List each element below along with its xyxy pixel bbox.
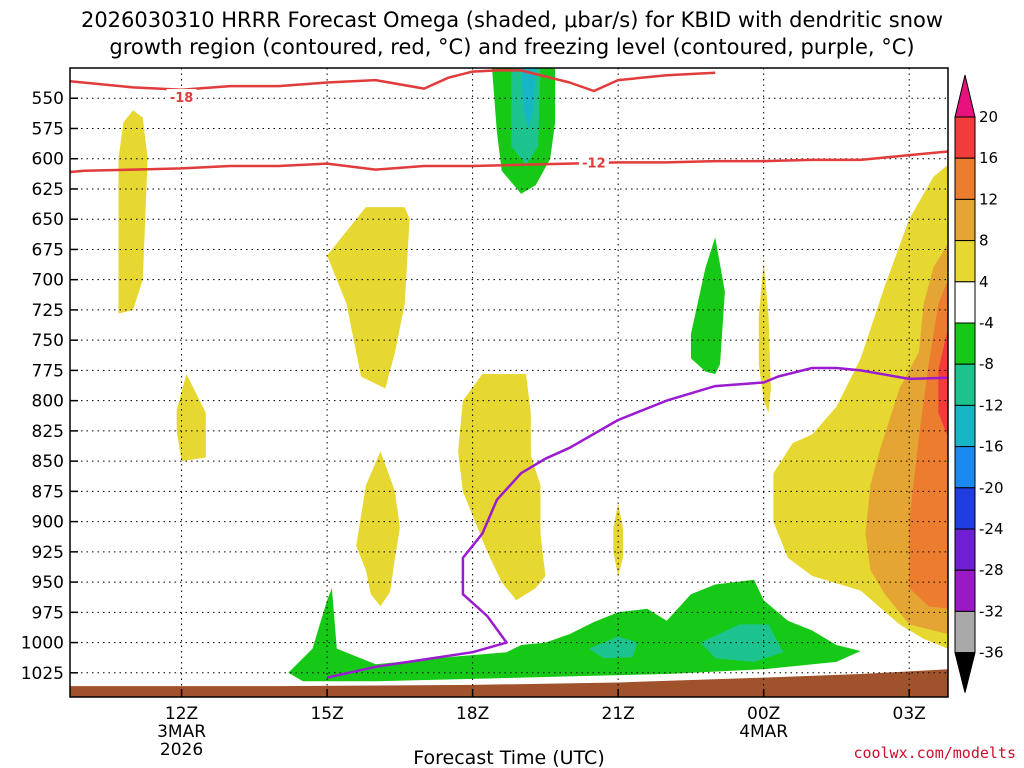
contour-label-bg [166,89,197,105]
colorbar-label-4: 4 [979,273,989,291]
y-tick-label-625: 625 [32,180,64,200]
omega-plus16-red-right [938,328,948,437]
x-tick-date-12Z: 3MAR [157,722,206,742]
y-tick-label-900: 900 [32,513,64,533]
omega-plus4-yellow-12z-low [176,374,206,462]
y-tick-label-725: 725 [32,301,64,321]
colorbar-label--36: -36 [979,644,1004,662]
chart-title-line1: 2026030310 HRRR Forecast Omega (shaded, … [81,8,943,32]
x-tick-date-00Z: 4MAR [739,722,788,742]
y-tick-label-550: 550 [32,89,64,109]
colorbar-label-20: 20 [979,108,998,126]
y-tick-label-825: 825 [32,422,64,442]
y-tick-label-650: 650 [32,210,64,230]
y-tick-label-675: 675 [32,240,64,260]
contour-label-minus18: -18 [170,91,194,106]
colorbar-label--12: -12 [979,396,1004,414]
colorbar-segment-10 [954,528,976,571]
y-tick-label-800: 800 [32,392,64,412]
colorbar-segment-4 [954,281,976,324]
colorbar-segment-0 [954,116,976,159]
colorbar-segment-2 [954,198,976,242]
y-tick-label-1000: 1000 [21,634,64,654]
plot-frame [69,67,949,698]
x-axis-label: Forecast Time (UTC) [413,747,604,768]
x-tick-label-21Z: 21Z [602,704,635,724]
colorbar-label--20: -20 [979,479,1004,497]
omega-plus4-tall-yellow [118,110,148,314]
omega-minus8-teal-21z [589,636,638,659]
omega-minus12-cyan-upper [521,68,536,129]
x-tick-label-12Z: 12Z [165,704,198,724]
contour-label-bg [578,154,609,171]
omega-plus4-yellow-00z-thin [758,261,771,413]
colorbar-label--24: -24 [979,520,1004,538]
colorbar-label--32: -32 [979,602,1004,620]
colorbar-label--28: -28 [979,561,1004,579]
colorbar-segment-11 [954,569,976,612]
colorbar-top-arrow [954,74,976,118]
terrain-layer [70,669,948,697]
colorbar-segment-3 [954,240,976,283]
y-tick-label-1025: 1025 [21,664,64,684]
omega-plus4-yellow-18z [458,374,546,601]
colorbar-label--4: -4 [979,314,994,332]
x-tick-label-00Z: 00Z [747,704,780,724]
colorbar-segment-5 [954,322,976,365]
colorbar-segment-6 [954,363,976,406]
credit-text: coolwx.com/modelts [853,744,1016,762]
omega-minus4-green-23z [690,237,725,374]
y-tick-label-575: 575 [32,119,64,139]
y-tick-label-875: 875 [32,482,64,502]
y-tick-label-600: 600 [32,150,64,170]
x-tick-label-15Z: 15Z [310,704,343,724]
colorbar-label-12: 12 [979,190,998,208]
chart-title-line2: growth region (contoured, red, °C) and f… [109,35,914,59]
omega-shading [118,68,948,682]
contour-label-minus12: -12 [582,156,606,171]
colorbar-bottom-arrow [954,652,976,693]
y-tick-label-950: 950 [32,573,64,593]
omega-plus4-yellow-15z-upper [327,207,410,389]
contour-lines [70,69,948,679]
y-tick-label-850: 850 [32,452,64,472]
colorbar-segment-1 [954,157,976,200]
colorbar: 20 16 12 8 4 -4 -8 -12 -16 -20 -24 -28 -32 -36 [954,74,1004,693]
y-tick-label-775: 775 [32,361,64,381]
y-axis: 550 575 600 625 650 675 700 725 750 775 800 825 850 8… [21,89,78,684]
y-tick-label-700: 700 [32,271,64,291]
terrain-fill [70,669,948,697]
y-tick-label-925: 925 [32,543,64,563]
colorbar-segment-12 [954,610,976,654]
colorbar-label--8: -8 [979,355,994,373]
freezing-level-contour [326,366,948,679]
omega-plus12-orange-right [909,279,948,609]
minus18-contour [70,69,716,93]
x-tick-year-12Z: 2026 [160,740,203,760]
colorbar-label-16: 16 [979,149,998,167]
colorbar-label--16: -16 [979,438,1004,456]
y-tick-label-750: 750 [32,331,64,351]
colorbar-segment-9 [954,487,976,530]
x-tick-label-18Z: 18Z [456,704,489,724]
y-tick-label-975: 975 [32,603,64,623]
x-tick-label-03Z: 03Z [893,704,926,724]
minus12-contour [70,150,948,174]
colorbar-segment-7 [954,404,976,448]
colorbar-segment-8 [954,446,976,489]
colorbar-label-8: 8 [979,232,989,250]
omega-plus4-yellow-16z-low [356,451,400,607]
omega-minus8-teal-00z [700,624,784,662]
